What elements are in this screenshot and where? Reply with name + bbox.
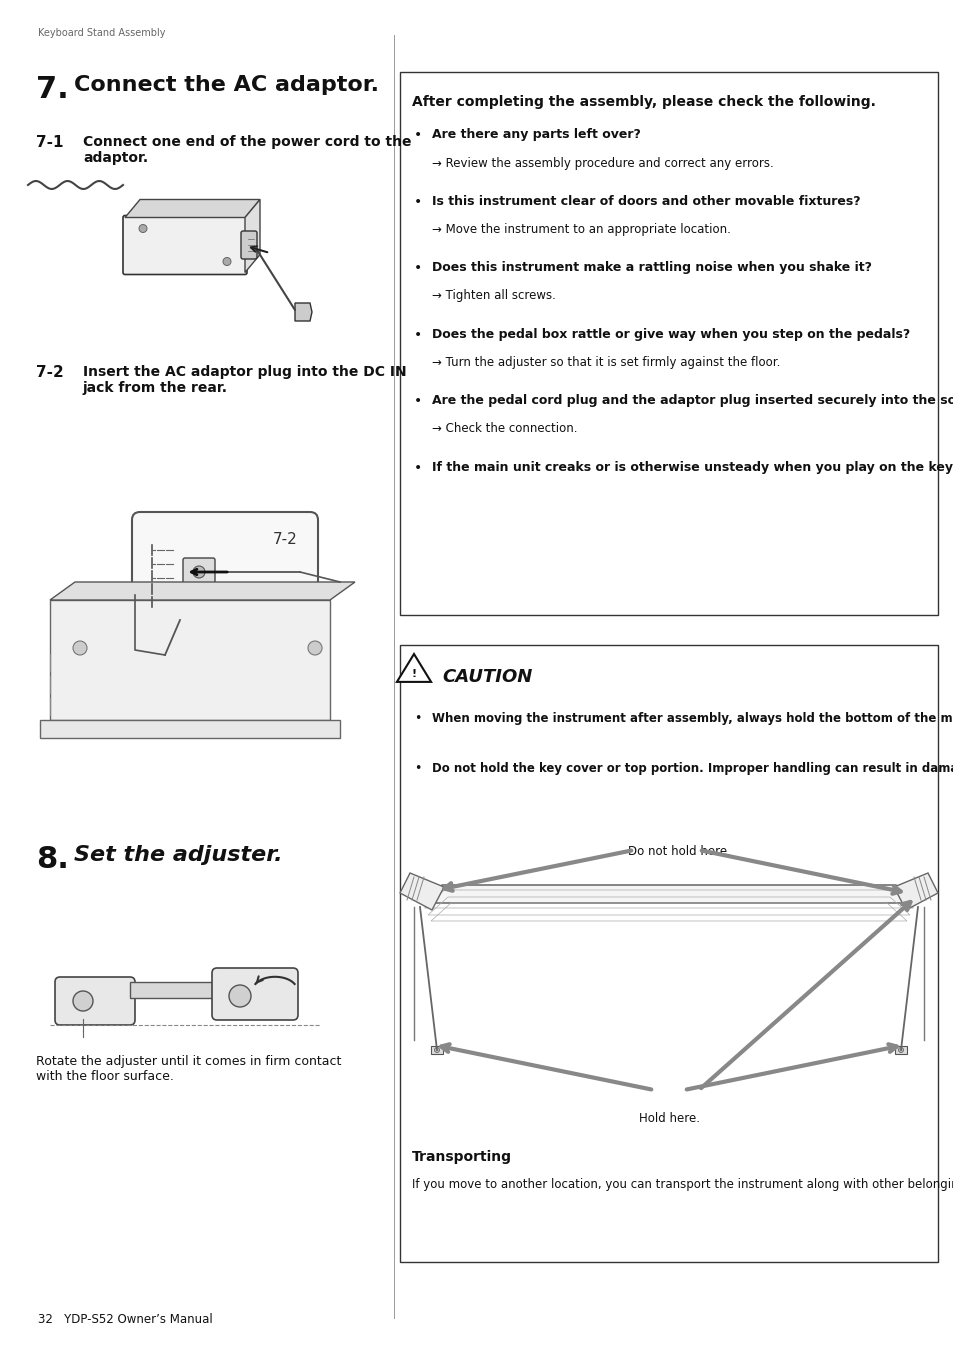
Text: •: • [414,262,422,275]
Text: !: ! [411,669,416,679]
Polygon shape [399,874,443,910]
Polygon shape [421,886,915,903]
Text: → Tighten all screws.: → Tighten all screws. [432,290,556,302]
Polygon shape [893,874,937,910]
Text: If the main unit creaks or is otherwise unsteady when you play on the keyboard, : If the main unit creaks or is otherwise … [432,461,953,473]
FancyBboxPatch shape [132,512,317,628]
Circle shape [73,642,87,655]
Polygon shape [245,200,260,272]
Text: → Turn the adjuster so that it is set firmly against the floor.: → Turn the adjuster so that it is set fi… [432,356,780,369]
FancyBboxPatch shape [123,216,247,275]
Bar [50,600,330,720]
FancyBboxPatch shape [241,231,256,259]
Text: Insert the AC adaptor plug into the DC IN
jack from the rear.: Insert the AC adaptor plug into the DC I… [83,365,406,395]
Polygon shape [396,654,431,682]
Bar [130,981,220,998]
Text: Are there any parts left over?: Are there any parts left over? [432,128,640,142]
Text: Hold here.: Hold here. [638,1112,699,1126]
Text: → Check the connection.: → Check the connection. [432,422,577,435]
Text: Does the pedal box rattle or give way when you step on the pedals?: Does the pedal box rattle or give way wh… [432,328,909,341]
Text: Do not hold here.: Do not hold here. [627,845,730,857]
Circle shape [193,566,205,578]
Circle shape [139,225,147,232]
Text: → Review the assembly procedure and correct any errors.: → Review the assembly procedure and corr… [432,156,773,170]
FancyBboxPatch shape [212,968,297,1020]
Text: 8.: 8. [36,845,69,874]
Text: Connect the AC adaptor.: Connect the AC adaptor. [74,75,378,94]
Text: •: • [414,328,422,341]
Text: CAUTION: CAUTION [441,669,532,686]
Text: Connect one end of the power cord to the
adaptor.: Connect one end of the power cord to the… [83,135,411,166]
Bar [399,644,937,1262]
Text: Are the pedal cord plug and the adaptor plug inserted securely into the sockets?: Are the pedal cord plug and the adaptor … [432,394,953,407]
Text: •: • [414,461,422,474]
Text: → Move the instrument to an appropriate location.: → Move the instrument to an appropriate … [432,222,730,236]
Text: •: • [414,128,422,142]
FancyBboxPatch shape [183,558,214,586]
Text: •: • [414,394,422,408]
Text: Is this instrument clear of doors and other movable fixtures?: Is this instrument clear of doors and ot… [432,194,860,208]
Text: •: • [414,194,422,209]
Circle shape [308,642,322,655]
Text: 7-2: 7-2 [273,532,297,547]
Circle shape [223,257,231,266]
Circle shape [229,985,251,1007]
Text: 7.: 7. [36,75,69,104]
Text: Keyboard Stand Assembly: Keyboard Stand Assembly [38,28,165,38]
Polygon shape [125,200,260,217]
Circle shape [73,991,92,1011]
Text: If you move to another location, you can transport the instrument along with oth: If you move to another location, you can… [412,1178,953,1192]
FancyBboxPatch shape [55,977,135,1024]
Text: •: • [414,712,421,725]
Bar [40,720,339,737]
Polygon shape [294,303,312,321]
Text: 7-2: 7-2 [36,365,64,380]
Text: Do not hold the key cover or top portion. Improper handling can result in damage: Do not hold the key cover or top portion… [432,762,953,775]
Circle shape [898,1047,902,1053]
Text: 7-1: 7-1 [36,135,64,150]
Bar [431,1046,442,1054]
Text: Rotate the adjuster until it comes in firm contact
with the floor surface.: Rotate the adjuster until it comes in fi… [36,1055,341,1082]
Text: Does this instrument make a rattling noise when you shake it?: Does this instrument make a rattling noi… [432,262,871,274]
Text: When moving the instrument after assembly, always hold the bottom of the main un: When moving the instrument after assembl… [432,712,953,725]
Text: Transporting: Transporting [412,1150,512,1165]
Polygon shape [50,582,355,600]
Bar [399,71,937,615]
Text: After completing the assembly, please check the following.: After completing the assembly, please ch… [412,94,875,109]
Text: Set the adjuster.: Set the adjuster. [74,845,282,865]
Text: 32   YDP-S52 Owner’s Manual: 32 YDP-S52 Owner’s Manual [38,1313,213,1326]
Text: •: • [414,762,421,775]
Bar [894,1046,906,1054]
Circle shape [434,1047,439,1053]
